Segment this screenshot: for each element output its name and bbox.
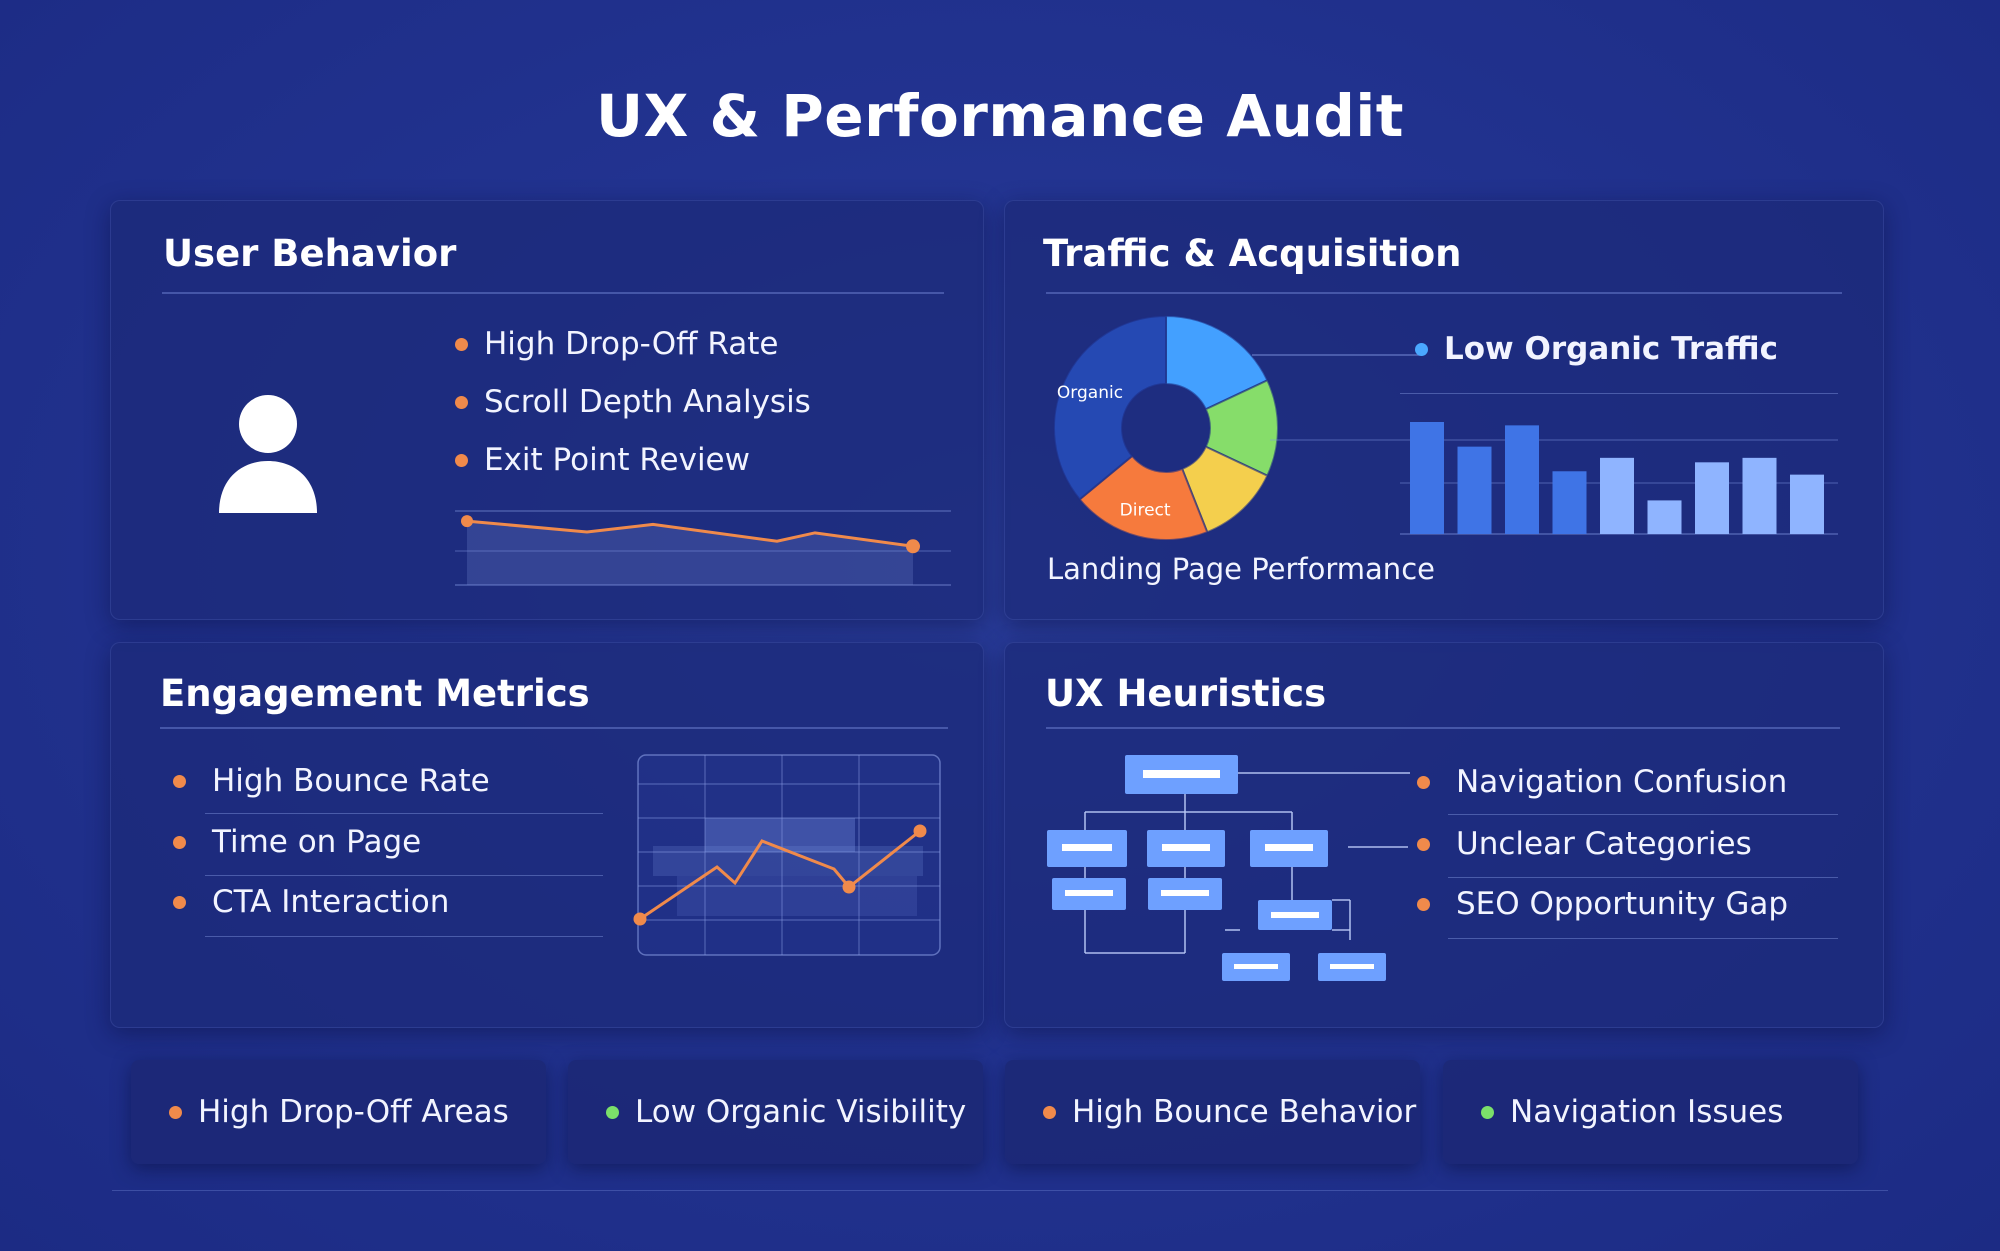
traffic-bar: [1457, 446, 1492, 534]
bullet-dot: [1417, 775, 1430, 789]
engagement-item: Time on Page: [173, 824, 421, 860]
heuristics-item: Unclear Categories: [1417, 826, 1752, 862]
bullet-dot: [173, 895, 186, 909]
bullet-dot: [455, 453, 468, 467]
donut-slice: [1078, 454, 1209, 541]
bullet-dot: [455, 395, 468, 409]
chip-dot: [169, 1105, 182, 1119]
chip-dot: [606, 1105, 619, 1119]
engagement-item-divider: [205, 936, 603, 937]
heuristics-item-divider: [1448, 877, 1838, 878]
user-behavior-item: High Drop-Off Rate: [455, 326, 778, 362]
heuristics-divider: [1046, 727, 1840, 729]
trend-point: [461, 515, 473, 528]
heuristics-title: UX Heuristics: [1045, 672, 1327, 715]
traffic-bar: [1647, 500, 1682, 534]
engagement-item-divider: [205, 813, 603, 814]
chip-dot: [1043, 1105, 1056, 1119]
trend-line: [466, 519, 914, 548]
traffic-panel: [1004, 200, 1884, 620]
engagement-item-divider: [205, 875, 603, 876]
chip-dot: [1481, 1105, 1494, 1119]
traffic-bar-chart: [1400, 422, 1838, 535]
trend-point: [906, 539, 920, 554]
traffic-callout: Low Organic Traffic: [1415, 331, 1778, 367]
traffic-bar: [1505, 425, 1539, 534]
footer-divider: [112, 1190, 1888, 1191]
traffic-callout-divider: [1400, 393, 1838, 394]
heuristics-item: SEO Opportunity Gap: [1417, 886, 1788, 922]
traffic-bar: [1410, 422, 1444, 534]
traffic-bar: [1552, 471, 1587, 534]
engagement-title: Engagement Metrics: [160, 672, 590, 715]
engagement-item: CTA Interaction: [173, 884, 449, 920]
sitemap-icon: [1047, 755, 1410, 981]
engagement-trend-point: [842, 880, 856, 894]
traffic-bar: [1790, 474, 1824, 534]
user-icon: [219, 395, 317, 513]
summary-chip-organic: Low Organic Visibility: [568, 1060, 983, 1164]
bullet-dot: [1417, 837, 1430, 851]
traffic-bar: [1695, 462, 1729, 534]
bullet-dot: [1417, 897, 1430, 911]
heuristics-item: Navigation Confusion: [1417, 764, 1787, 800]
heuristics-item-divider: [1448, 938, 1838, 939]
user-behavior-divider: [162, 292, 944, 294]
callout-dot: [1415, 342, 1428, 356]
donut-label: Direct: [1120, 500, 1171, 520]
traffic-bar: [1742, 457, 1777, 534]
traffic-caption: Landing Page Performance: [1047, 552, 1435, 586]
donut-slice: [1053, 314, 1167, 501]
summary-chip-bounce: High Bounce Behavior: [1005, 1060, 1420, 1164]
user-behavior-item: Scroll Depth Analysis: [455, 384, 811, 420]
user-behavior-item: Exit Point Review: [455, 442, 750, 478]
bullet-dot: [455, 337, 468, 351]
donut-label: Organic: [1057, 383, 1123, 403]
user-behavior-title: User Behavior: [163, 232, 457, 275]
traffic-bar: [1600, 457, 1634, 534]
engagement-divider: [160, 727, 948, 729]
page-title: UX & Performance Audit: [596, 82, 1404, 150]
summary-chip-drop-off: High Drop-Off Areas: [131, 1060, 546, 1164]
engagement-trend-point: [633, 912, 647, 926]
traffic-title: Traffic & Acquisition: [1043, 232, 1462, 275]
traffic-donut-chart: Direct Organic: [1053, 314, 1279, 541]
engagement-trend-chart: [633, 754, 941, 956]
bullet-dot: [173, 774, 186, 788]
summary-chip-navigation: Navigation Issues: [1443, 1060, 1858, 1164]
donut-slice: [1165, 314, 1269, 411]
user-behavior-trend-chart: [455, 510, 951, 586]
bullet-dot: [173, 835, 186, 849]
engagement-trend-point: [913, 824, 927, 838]
heuristics-item-divider: [1448, 814, 1838, 815]
engagement-item: High Bounce Rate: [173, 763, 490, 799]
traffic-divider: [1046, 292, 1842, 294]
